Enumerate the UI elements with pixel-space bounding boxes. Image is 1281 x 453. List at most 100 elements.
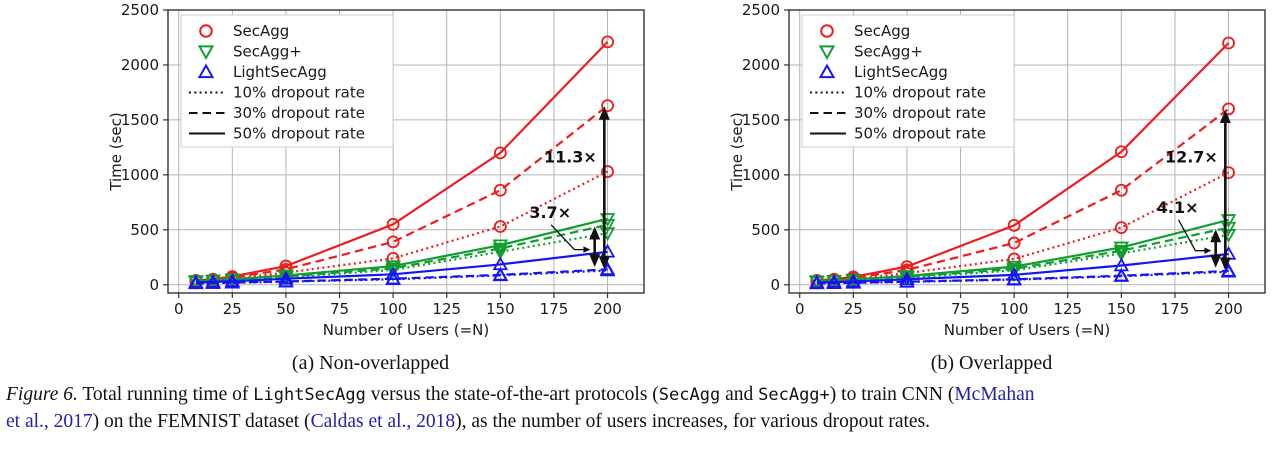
y-tick-label: 2500 [742, 1, 780, 19]
y-tick-label: 2000 [742, 56, 780, 74]
y-tick-label: 0 [770, 276, 780, 294]
y-tick-label: 0 [149, 276, 159, 294]
caption-text: ) on the FEMNIST dataset ( [92, 410, 311, 432]
caption-text: ) to train CNN ( [829, 384, 955, 405]
triangle-down-marker [385, 264, 401, 278]
circle-marker [199, 24, 213, 38]
figure-panel-a: 0 25 50 75 100 125 150 175 200 0 500 1000 1500 2000 25… [88, 0, 653, 348]
triangle-up-marker [818, 63, 836, 79]
triangle-down-marker [1113, 247, 1130, 262]
triangle-up-marker [826, 275, 842, 289]
legend-label: SecAgg+ [233, 43, 302, 61]
ratio-label: 11.3× [544, 147, 597, 166]
legend-label: 30% dropout rate [233, 104, 365, 122]
caption-text: versus the state-of-the-art protocols ( [365, 384, 659, 405]
x-axis-label: Number of Users (=N) [944, 321, 1111, 339]
y-tick-label: 2500 [121, 1, 159, 19]
circle-marker [1222, 36, 1235, 50]
subcaption-a: (a) Non-overlapped [291, 352, 450, 374]
figure-panel-b: 0 25 50 75 100 125 150 175 200 0 500 1000 1500 2000 25… [709, 0, 1274, 348]
y-tick-label: 500 [130, 221, 159, 239]
legend-label: 30% dropout rate [854, 104, 986, 122]
y-tick-label: 1500 [742, 111, 780, 129]
triangle-up-marker [188, 275, 204, 290]
x-tick-label: 150 [486, 300, 515, 318]
triangle-down-marker [1113, 244, 1130, 259]
protocol-name: SecAgg [658, 385, 721, 405]
legend-box [801, 14, 1015, 148]
legend-label: LightSecAgg [233, 63, 327, 81]
x-tick-label: 25 [844, 300, 863, 318]
citation-link[interactable]: McMahan [954, 384, 1035, 405]
triangle-up-marker [205, 275, 221, 289]
triangle-up-marker [899, 271, 915, 285]
x-tick-label: 175 [540, 300, 569, 318]
caption-text: Figure 6. [6, 384, 78, 405]
x-tick-label: 100 [379, 300, 408, 318]
triangle-up-marker [599, 262, 616, 277]
leader-arrowhead [583, 246, 591, 253]
circle-marker [601, 99, 614, 113]
triangle-down-marker [492, 242, 509, 257]
circle-marker [820, 24, 834, 38]
circle-marker [1007, 236, 1021, 250]
caption-text: Total running time of [77, 384, 254, 405]
triangle-down-marker [197, 45, 215, 61]
x-tick-label: 150 [1107, 300, 1136, 318]
x-tick-label: 25 [223, 300, 242, 318]
x-tick-label: 0 [174, 300, 184, 318]
triangle-down-marker [492, 239, 509, 254]
legend-label: 50% dropout rate [854, 125, 986, 143]
line-chart-non-overlapped: 0 25 50 75 100 125 150 175 200050010001500200025… [107, 1, 645, 339]
triangle-up-marker [809, 275, 825, 290]
y-tick-label: 2000 [121, 56, 159, 74]
arrowhead-down [1210, 254, 1222, 268]
x-tick-label: 75 [951, 300, 970, 318]
x-tick-label: 200 [1214, 300, 1243, 318]
circle-marker [1114, 145, 1128, 159]
arrowhead-up [1210, 229, 1222, 243]
caption-text: ), as the number of users increases, for… [455, 410, 931, 432]
x-tick-label: 0 [795, 300, 805, 318]
x-tick-label: 50 [276, 300, 295, 318]
citation-link[interactable]: Caldas et al., 2018 [310, 410, 456, 432]
plot-border [167, 9, 645, 294]
arrowhead-down [598, 256, 610, 270]
subcaption-b: (b) Overlapped [930, 352, 1053, 374]
triangle-down-marker [818, 45, 836, 61]
figure-caption: Figure 6. Total running time of LightSec… [0, 382, 1281, 436]
triangle-up-marker [1220, 263, 1237, 278]
arrowhead-down [1219, 257, 1231, 271]
circle-marker [1222, 102, 1235, 116]
subcaption-row: (a) Non-overlapped (b) Overlapped [0, 352, 1281, 375]
y-tick-label: 1500 [121, 111, 159, 129]
triangle-up-marker [845, 274, 862, 289]
x-tick-label: 125 [432, 300, 461, 318]
citation-link[interactable]: et al., 2017 [6, 410, 93, 432]
series-line [816, 270, 1229, 285]
ratio-label: 4.1× [1157, 198, 1199, 217]
caption-text: and [720, 384, 759, 405]
x-tick-label: 50 [897, 300, 916, 318]
circle-marker [1007, 219, 1021, 232]
circle-marker [493, 146, 507, 160]
x-tick-label: 100 [1000, 300, 1029, 318]
triangle-down-marker [385, 260, 401, 275]
x-tick-label: 125 [1053, 300, 1082, 318]
triangle-up-marker [278, 270, 294, 285]
series-line [195, 269, 608, 285]
legend-label: 10% dropout rate [233, 84, 365, 102]
triangle-up-marker [385, 271, 401, 285]
x-tick-label: 175 [1161, 300, 1190, 318]
triangle-up-marker [224, 274, 241, 289]
arrowhead-up [598, 106, 610, 120]
arrowhead-up [589, 226, 601, 240]
x-tick-label: 200 [593, 300, 622, 318]
triangle-down-marker [1006, 260, 1022, 275]
ratio-label: 3.7× [529, 203, 571, 222]
y-tick-label: 1000 [121, 166, 159, 184]
legend-label: LightSecAgg [854, 63, 948, 81]
triangle-up-marker [492, 267, 509, 282]
legend-label: 50% dropout rate [233, 125, 365, 143]
circle-marker [601, 165, 614, 178]
